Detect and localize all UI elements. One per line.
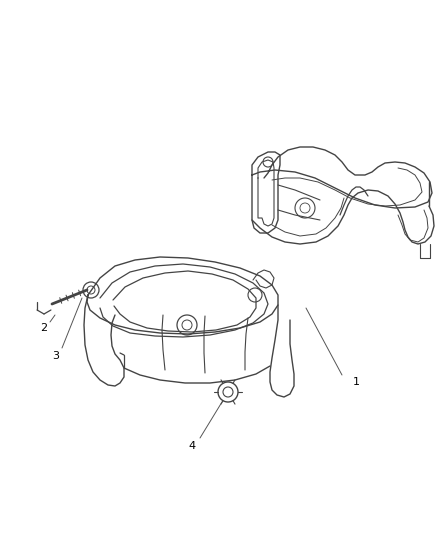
Text: 1: 1: [353, 377, 360, 387]
Text: 2: 2: [40, 323, 48, 333]
Text: 3: 3: [53, 351, 60, 361]
Text: 4: 4: [188, 441, 195, 451]
